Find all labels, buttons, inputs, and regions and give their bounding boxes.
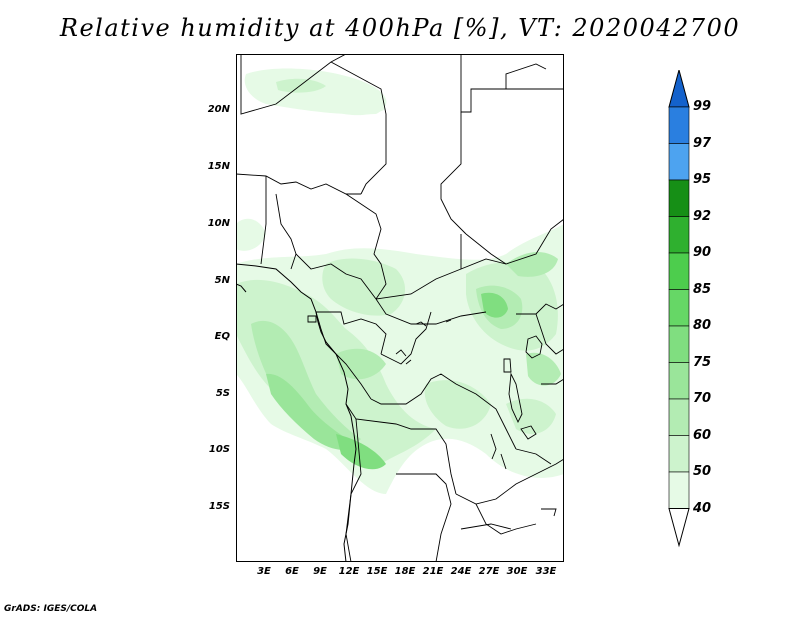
colorbar (668, 70, 690, 548)
colorbar-bin (668, 216, 690, 254)
lat-tick-label: EQ (214, 331, 230, 342)
colorbar-level-label: 50 (693, 464, 712, 479)
colorbar-bin (668, 252, 690, 290)
lon-tick-label: 24E (450, 566, 472, 577)
lat-tick-label: 20N (207, 104, 230, 115)
map-title: Relative humidity at 400hPa [%], VT: 202… (59, 14, 741, 42)
colorbar-level-label: 75 (693, 354, 712, 370)
coastline (236, 263, 357, 562)
colorbar-level-label: 40 (693, 500, 712, 516)
lat-tick-label: 10S (208, 444, 230, 455)
lon-tick-label: 15E (366, 566, 388, 577)
lon-tick-label: 12E (338, 566, 360, 577)
colorbar-level-label: 80 (693, 318, 712, 333)
lat-tick-label: 5S (215, 388, 230, 399)
colorbar-bottom-triangle (668, 508, 690, 548)
colorbar-level-label: 99 (693, 99, 712, 114)
colorbar-level-label: 90 (693, 245, 712, 260)
lon-tick-label: 33E (535, 566, 557, 577)
humidity-map (236, 54, 564, 562)
colorbar-bin (668, 362, 690, 400)
colorbar-level-label: 92 (693, 208, 712, 224)
colorbar-level-label: 85 (693, 281, 712, 297)
lon-tick-label: 9E (313, 566, 327, 577)
humidity-fill (236, 68, 564, 494)
colorbar-bin (668, 398, 690, 436)
lakes (307, 315, 557, 517)
lon-tick-label: 3E (257, 566, 271, 577)
colorbar-level-label: 97 (693, 135, 712, 151)
lat-tick-label: 15S (208, 501, 230, 512)
lon-tick-label: 30E (506, 566, 528, 577)
lat-tick-label: 10N (207, 218, 230, 229)
lon-tick-label: 6E (285, 566, 299, 577)
lon-tick-label: 27E (478, 566, 500, 577)
colorbar-bin (668, 106, 690, 144)
colorbar-top-triangle (668, 70, 690, 108)
colorbar-level-label: 60 (693, 427, 712, 443)
lon-tick-label: 21E (422, 566, 444, 577)
lon-tick-label: 18E (394, 566, 416, 577)
colorbar-bin (668, 143, 690, 181)
lat-tick-label: 5N (214, 275, 230, 286)
colorbar-level-label: 95 (693, 172, 712, 187)
grads-credit: GrADS: IGES/COLA (4, 604, 98, 614)
colorbar-bin (668, 325, 690, 363)
colorbar-bin (668, 179, 690, 217)
colorbar-level-label: 70 (693, 391, 712, 406)
colorbar-bin (668, 471, 690, 509)
colorbar-bin (668, 289, 690, 327)
colorbar-bin (668, 435, 690, 473)
lat-tick-label: 15N (207, 161, 230, 172)
